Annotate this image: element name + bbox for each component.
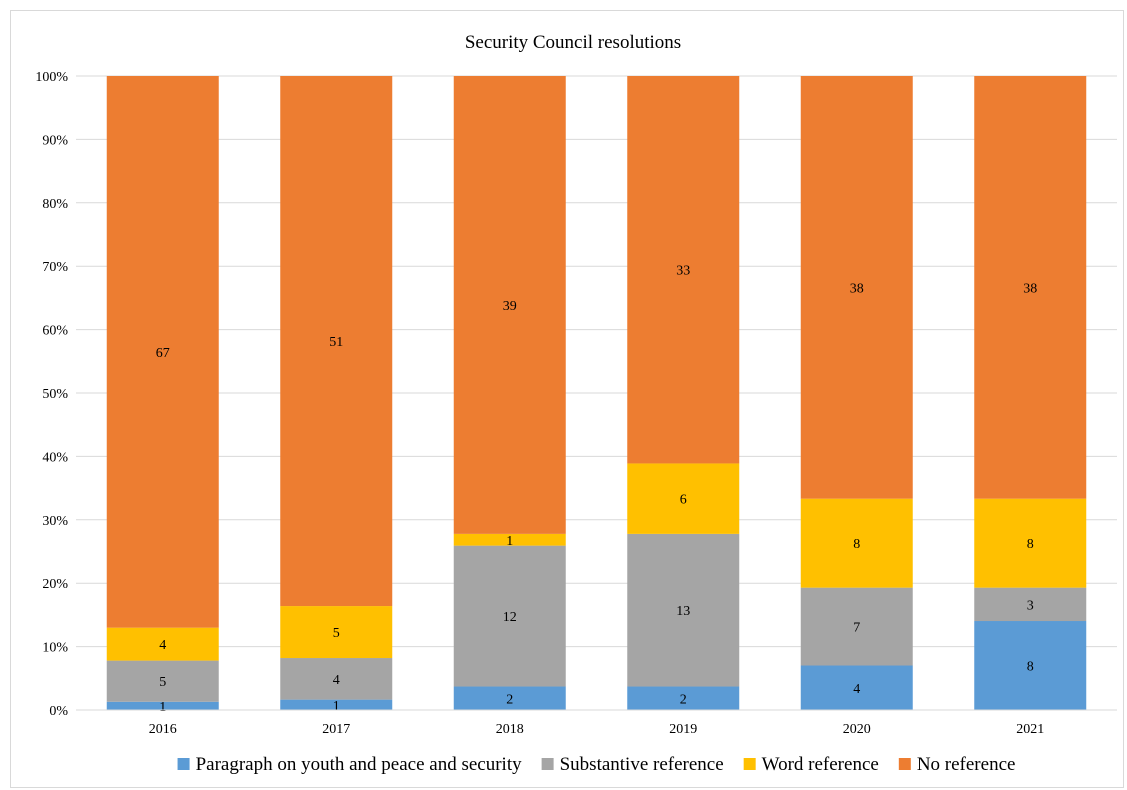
data-label: 8 [1027,537,1034,552]
data-label: 12 [503,610,517,625]
legend-label: No reference [917,754,1016,775]
data-label: 51 [329,335,343,350]
x-tick-label: 2017 [322,722,350,737]
legend-swatch [541,758,554,770]
y-axis-ticks: 0% 10% 20% 30% 40% 50% 60% 70% 80% 90% 100% [35,70,68,719]
y-tick-label: 100% [35,70,68,85]
bar-segment [627,533,740,687]
y-tick-label: 60% [42,324,68,339]
data-label: 67 [156,346,170,361]
data-label: 13 [676,604,690,619]
bar-segment [800,498,913,588]
bar-segment [106,660,219,702]
legend-item: Substantive reference [541,754,724,775]
data-label: 2 [680,692,687,707]
data-label: 8 [853,537,860,552]
bar-segment [974,76,1087,499]
data-label: 1 [159,700,166,715]
y-tick-label: 70% [42,260,68,275]
y-tick-label: 40% [42,450,68,465]
y-tick-label: 50% [42,387,68,402]
y-tick-label: 80% [42,197,68,212]
bar-segment [627,463,740,534]
data-label: 38 [850,281,864,296]
legend-swatch [177,758,190,770]
y-tick-label: 0% [49,704,68,719]
data-label: 4 [159,638,166,653]
bar-segment [453,76,566,534]
legend-label: Paragraph on youth and peace and securit… [196,754,523,775]
bar-segment [800,76,913,499]
data-label: 3 [1027,598,1034,613]
bar-segment [627,76,740,464]
data-label: 33 [676,264,690,279]
data-label: 1 [333,699,340,714]
bar-segment [280,76,393,607]
bar-segment [453,533,566,546]
chart-title: Security Council resolutions [465,32,681,53]
gridlines [76,75,1117,711]
bar-segment [453,686,566,710]
y-tick-label: 10% [42,641,68,656]
legend-label: Word reference [762,754,879,775]
bar-segment [800,587,913,666]
data-label: 5 [159,675,166,690]
x-tick-label: 2019 [669,722,697,737]
x-tick-label: 2020 [843,722,871,737]
bar-segment [974,621,1087,710]
y-tick-label: 20% [42,577,68,592]
legend-label: Substantive reference [560,754,724,775]
bar-segment [106,627,219,661]
legend-swatch [898,758,911,770]
data-label: 1 [506,534,513,549]
x-axis-ticks: 2016 2017 2018 2019 2020 2021 [76,709,1117,737]
x-tick-label: 2021 [1016,722,1044,737]
data-label: 5 [333,626,340,641]
legend: Paragraph on youth and peace and securit… [177,754,1016,775]
data-label: 8 [1027,660,1034,675]
bar-segment [800,665,913,710]
legend-item: Word reference [743,754,879,775]
bar-segment [974,498,1087,588]
legend-item: No reference [898,754,1016,775]
bar-segment [974,587,1087,622]
data-label: 7 [853,621,860,636]
bar-segment [280,658,393,700]
bar-segment [453,545,566,687]
legend-swatch [743,758,756,770]
data-label: 38 [1023,281,1037,296]
bar-segment [106,701,219,710]
data-label: 2 [506,692,513,707]
bar-segment [280,606,393,659]
bar-segment [627,686,740,710]
bar-segment [106,76,219,628]
x-tick-label: 2016 [149,722,177,737]
x-tick-label: 2018 [496,722,524,737]
data-label: 4 [853,682,860,697]
legend-item: Paragraph on youth and peace and securit… [177,754,523,775]
y-tick-label: 30% [42,514,68,529]
bar-segment [280,699,393,710]
data-label: 39 [503,299,517,314]
y-tick-label: 90% [42,133,68,148]
data-label: 4 [333,673,340,688]
data-label: 6 [680,493,687,508]
